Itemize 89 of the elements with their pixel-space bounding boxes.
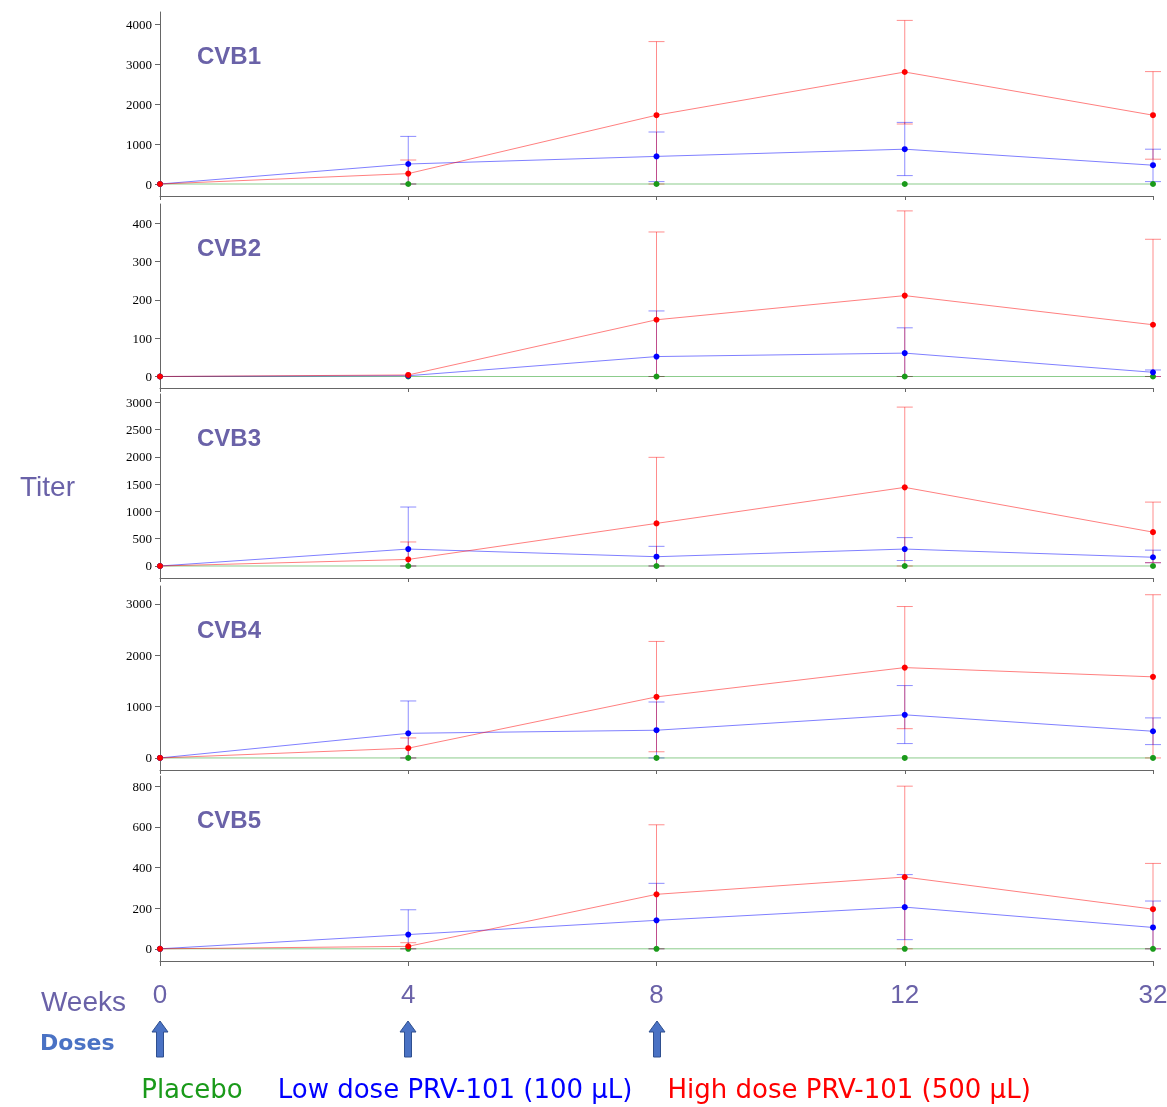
y-tick-label: 3000 — [126, 596, 152, 612]
y-tick-label: 3000 — [126, 394, 152, 410]
x-tick-label: 32 — [1138, 979, 1167, 1009]
point — [901, 945, 908, 952]
text: CVB4 — [197, 615, 262, 643]
point — [901, 69, 908, 75]
point — [405, 170, 412, 177]
y-tick-label: 2000 — [126, 449, 152, 465]
y-tick-label: 4000 — [126, 16, 152, 32]
point — [653, 727, 660, 734]
point — [901, 711, 908, 718]
point — [653, 693, 660, 700]
point — [405, 745, 412, 752]
point — [1150, 945, 1156, 952]
y-tick-label: 2500 — [126, 421, 152, 437]
y-tick-label: 400 — [132, 215, 152, 231]
point — [901, 904, 908, 911]
y-tick-label: 400 — [132, 859, 152, 875]
point — [653, 553, 660, 560]
y-tick-label: 0 — [145, 941, 152, 957]
point — [901, 546, 908, 553]
text: Placebo — [141, 1074, 243, 1104]
x-tick-label: 12 — [890, 979, 920, 1009]
point — [653, 562, 660, 569]
text: Doses — [40, 1030, 115, 1055]
y-tick-label: 1500 — [126, 476, 152, 492]
point — [901, 181, 908, 187]
text: CVB3 — [197, 423, 262, 451]
y-tick-label: 0 — [145, 750, 152, 766]
point — [901, 664, 908, 671]
y-tick-label: 0 — [145, 558, 152, 574]
point — [653, 754, 660, 761]
y-tick-label: 200 — [132, 292, 152, 308]
y-tick-label: 200 — [132, 900, 152, 916]
point — [405, 181, 412, 187]
point — [405, 161, 412, 167]
point — [653, 373, 660, 380]
point — [653, 112, 660, 119]
y-axis-title: Titer — [20, 470, 75, 502]
point — [1150, 112, 1156, 119]
y-tick-label: 0 — [145, 369, 152, 384]
text: CVB2 — [197, 233, 262, 261]
text: CVB5 — [197, 805, 262, 833]
point — [901, 484, 908, 491]
text: CVB1 — [197, 41, 262, 69]
point — [405, 562, 412, 569]
point — [653, 316, 660, 323]
point — [1150, 673, 1156, 680]
point — [405, 556, 412, 563]
point — [405, 754, 412, 761]
point — [1150, 562, 1156, 569]
point — [901, 874, 908, 881]
point — [1150, 728, 1156, 735]
point — [901, 754, 908, 761]
point — [405, 730, 412, 737]
point — [901, 292, 908, 299]
point — [653, 945, 660, 952]
point — [1150, 554, 1156, 561]
y-tick-label: 1000 — [126, 136, 152, 152]
y-tick-label: 1000 — [126, 699, 152, 715]
point — [653, 353, 660, 360]
y-tick-label: 500 — [132, 531, 152, 547]
point — [901, 350, 908, 357]
text: High dose PRV-101 (500 μL) — [667, 1074, 1031, 1104]
y-tick-label: 800 — [132, 778, 152, 794]
y-tick-label: 600 — [132, 819, 152, 835]
point — [901, 146, 908, 153]
y-tick-label: 3000 — [126, 56, 152, 72]
point — [901, 562, 908, 569]
point — [1150, 906, 1156, 913]
y-tick-label: 300 — [132, 254, 152, 269]
point — [1150, 321, 1156, 328]
text: Low dose PRV-101 (100 μL) — [277, 1074, 633, 1104]
x-axis-title: Weeks — [40, 985, 126, 1017]
point — [1150, 181, 1156, 187]
point — [1150, 529, 1156, 536]
y-tick-label: 100 — [132, 330, 152, 346]
point — [405, 546, 412, 553]
point — [1150, 924, 1156, 931]
point — [1150, 162, 1156, 169]
point — [653, 181, 660, 187]
point — [1150, 754, 1156, 761]
x-tick-label: 8 — [649, 979, 664, 1009]
y-tick-label: 2000 — [126, 647, 152, 663]
y-tick-label: 1000 — [126, 503, 152, 519]
point — [405, 931, 412, 938]
y-tick-label: 2000 — [126, 96, 152, 112]
x-tick-label: 4 — [401, 979, 416, 1009]
y-tick-label: 0 — [145, 176, 152, 192]
